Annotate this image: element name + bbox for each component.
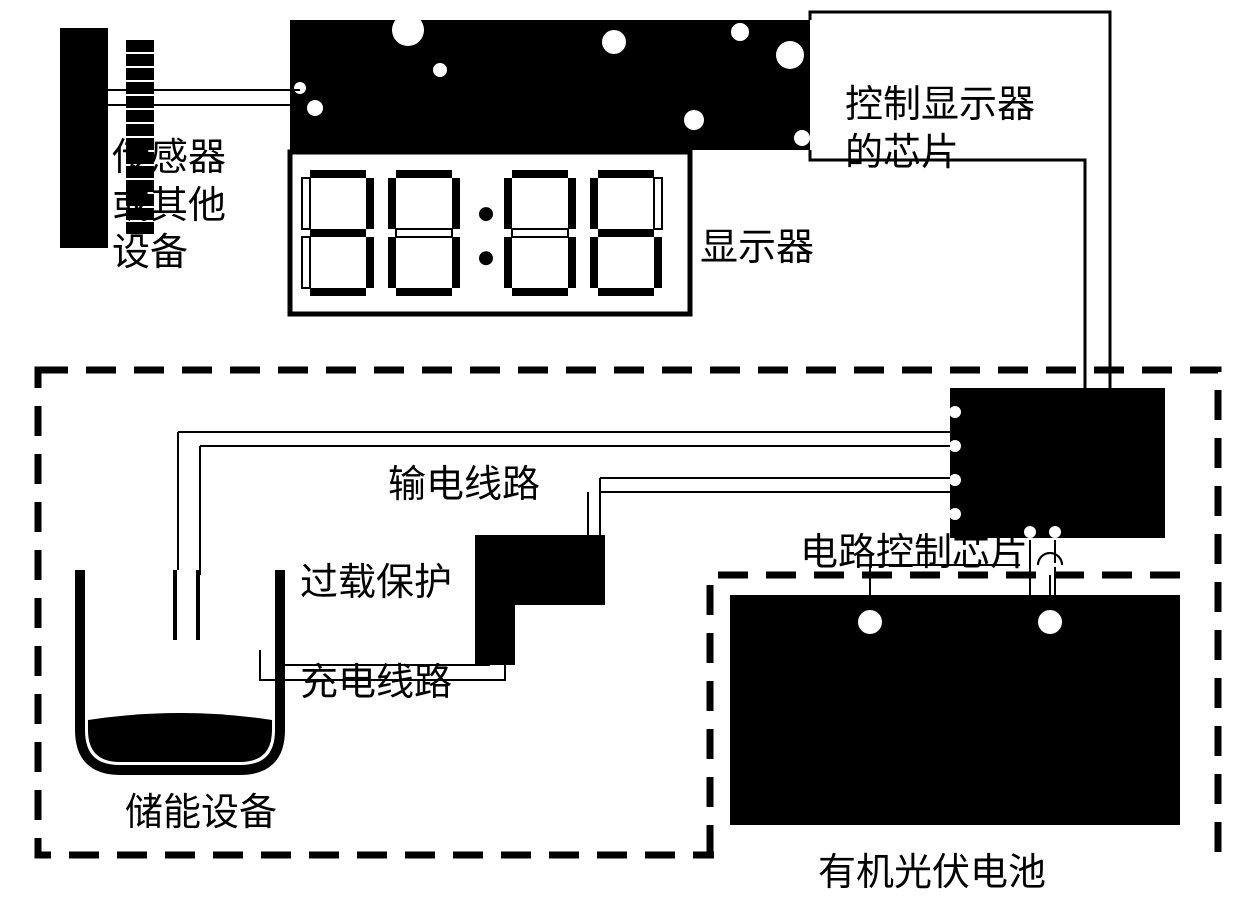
charge-line-label: 充电线路	[300, 660, 452, 708]
tx-line-label: 输电线路	[388, 462, 540, 510]
chip-display-label: 控制显示器 的芯片	[845, 82, 1035, 177]
storage-label: 储能设备	[125, 790, 277, 838]
sensor-label: 传感器 或其他 设备	[112, 135, 226, 278]
display-label: 显示器	[700, 225, 814, 273]
overload-label: 过载保护	[300, 560, 452, 608]
pv-label: 有机光伏电池	[818, 850, 1046, 898]
circuit-chip-label: 电路控制芯片	[800, 530, 1028, 578]
